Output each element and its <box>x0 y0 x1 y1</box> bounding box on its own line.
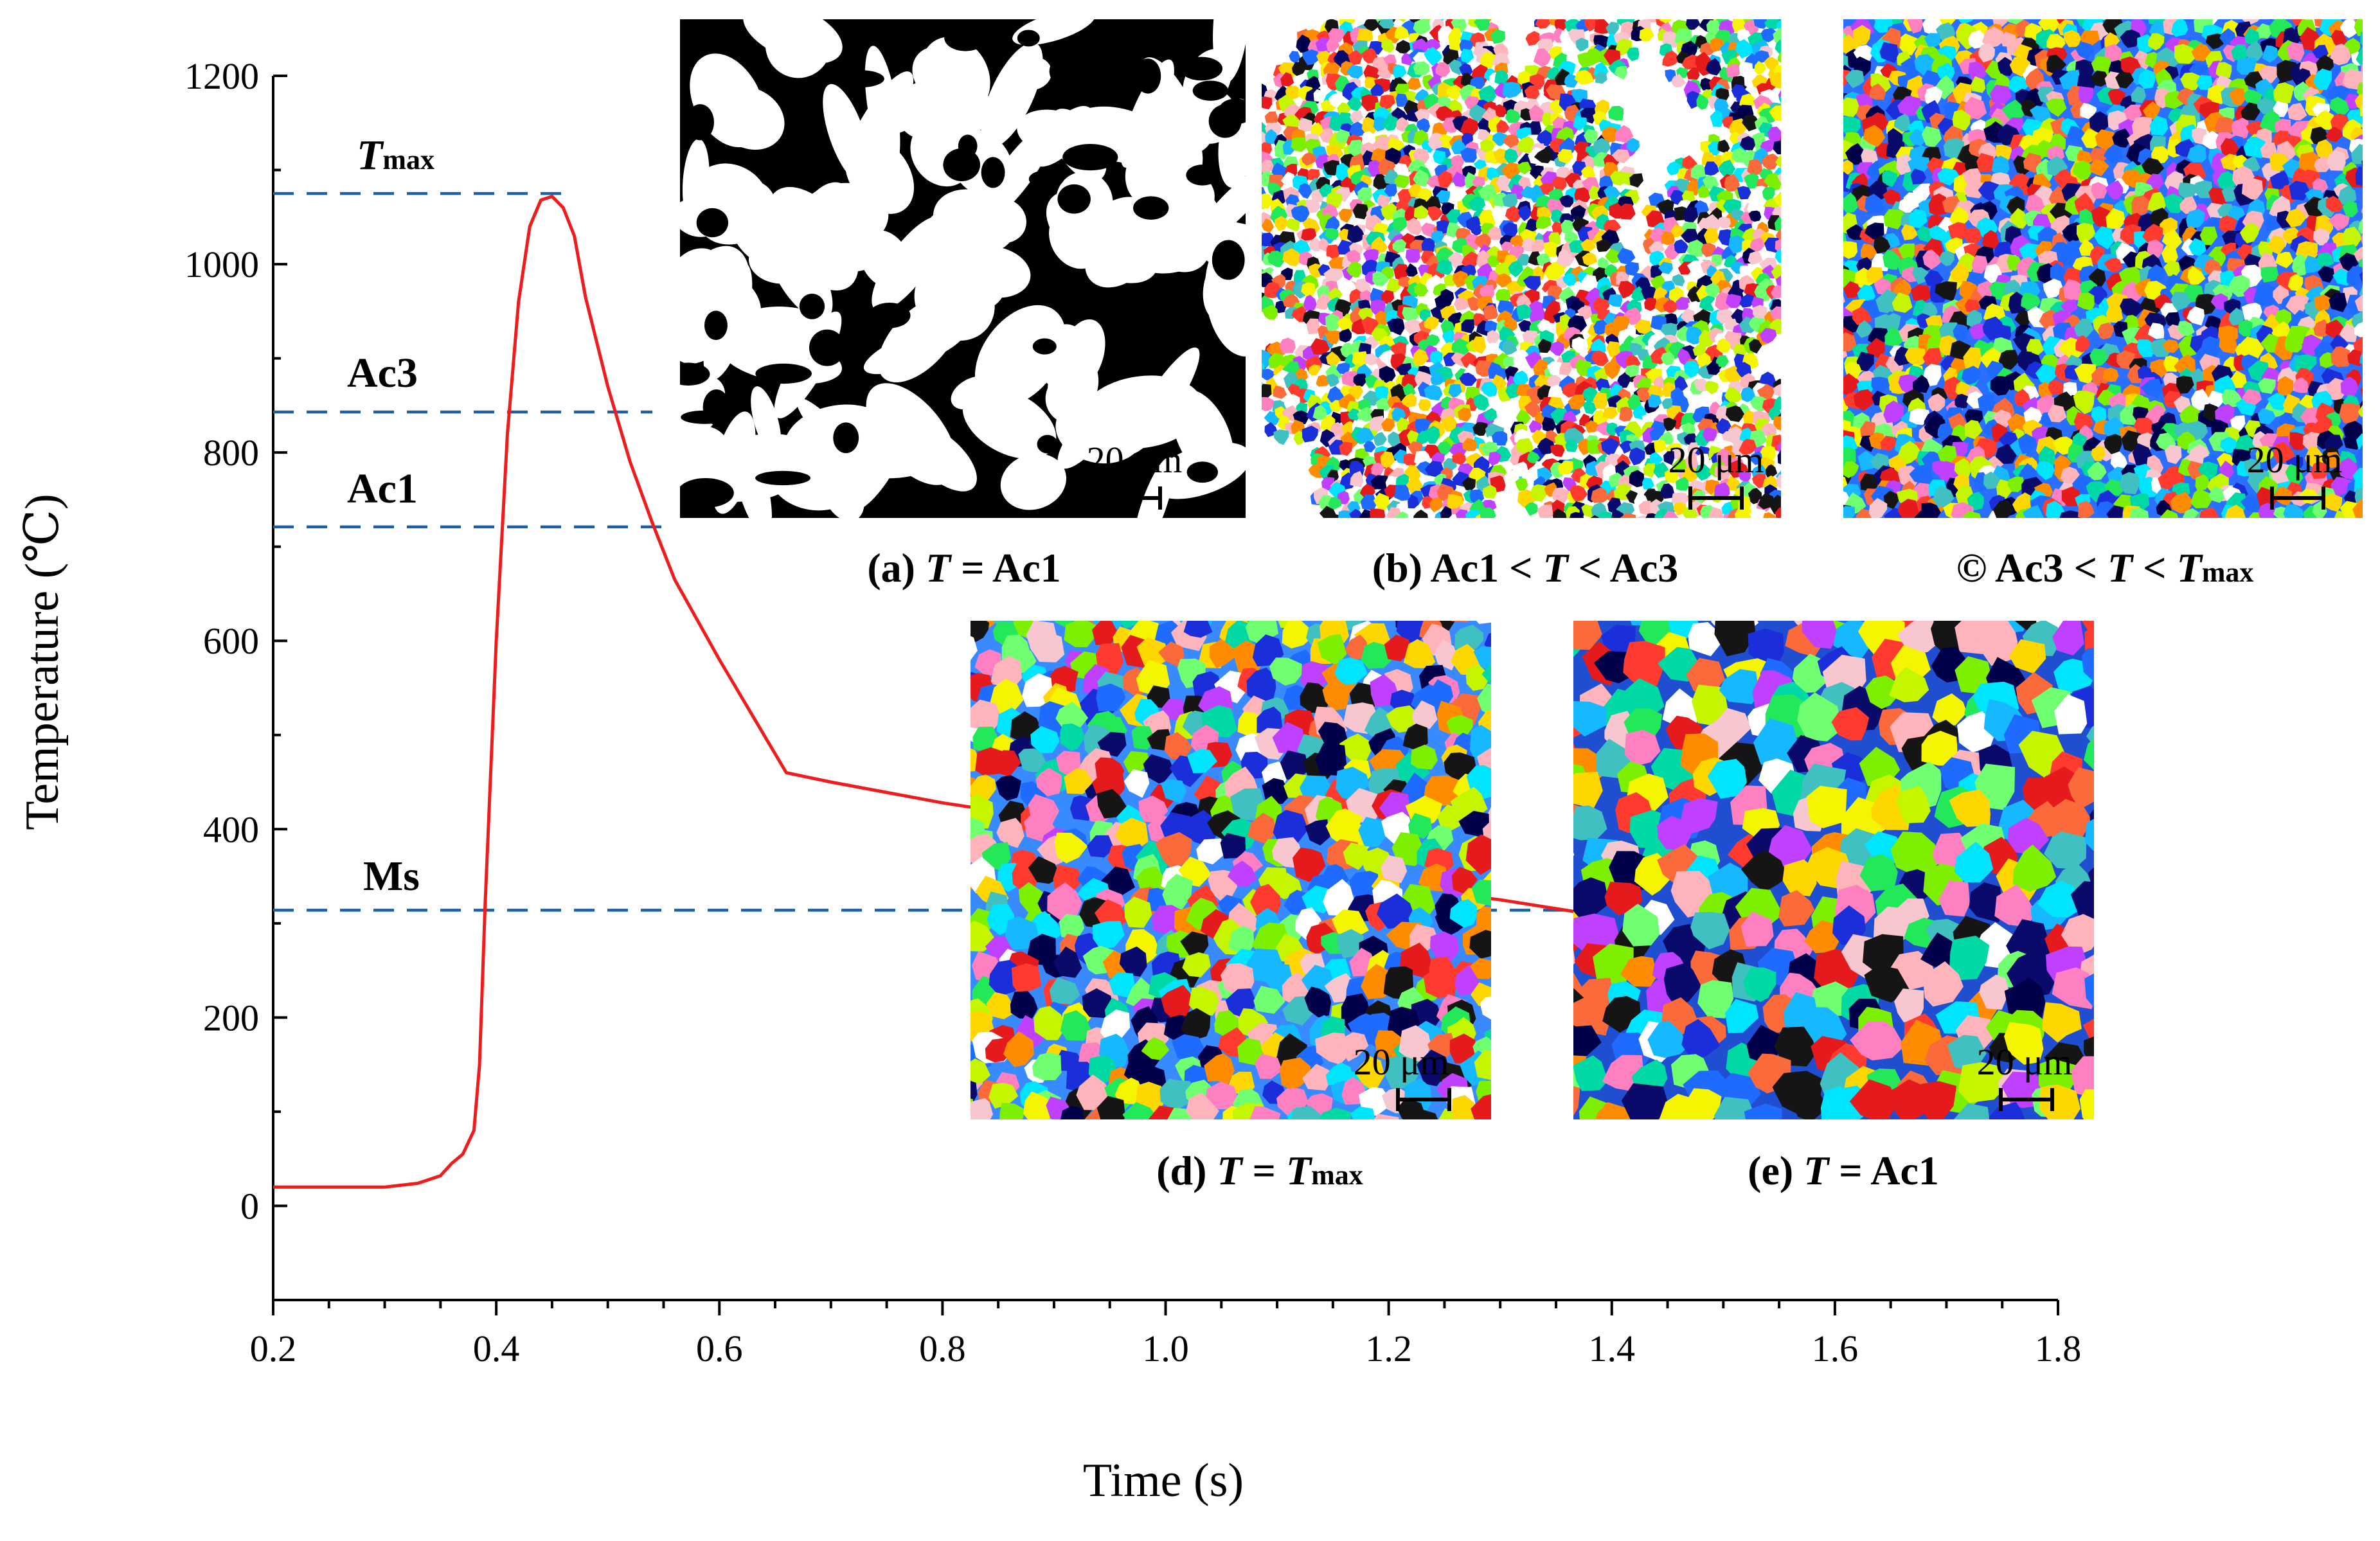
scale-bar-d: 20 μm <box>1354 1041 1451 1111</box>
scale-bar-a: 20 μm <box>1087 439 1183 510</box>
x-tick-label: 1.4 <box>1589 1328 1636 1369</box>
scale-bar-b: 20 μm <box>1669 439 1764 510</box>
x-tick-label: 0.4 <box>473 1328 520 1369</box>
inset-b-microstructure <box>1262 19 1781 518</box>
y-tick-label: 800 <box>203 432 259 474</box>
reference-lines <box>273 192 1590 912</box>
ms-label: Ms <box>363 853 420 900</box>
tmax-label: Tmax <box>357 132 434 179</box>
y-tick-label: 400 <box>203 808 259 850</box>
scale-bar-c: 20 μm <box>2247 439 2343 510</box>
x-tick-label: 1.0 <box>1142 1328 1189 1369</box>
inset-a-microstructure <box>680 19 1246 518</box>
x-tick-label: 1.6 <box>1812 1328 1859 1369</box>
x-ticks: 0.2 0.4 0.6 0.8 1.0 1.2 1.4 1.6 1.8 <box>250 1300 2082 1369</box>
inset-c-microstructure <box>1843 19 2363 518</box>
y-axis-title: Temperature (℃) <box>16 494 69 830</box>
x-axis-title: Time (s) <box>1083 1454 1244 1507</box>
ac1-label: Ac1 <box>347 465 418 512</box>
y-tick-label: 1000 <box>184 244 259 285</box>
caption-d: (d) T = Tmax <box>1156 1148 1363 1193</box>
ac3-label: Ac3 <box>347 350 418 396</box>
scale-bar-d-text: 20 μm <box>1354 1041 1449 1083</box>
x-tick-label: 0.8 <box>919 1328 966 1369</box>
y-tick-label: 0 <box>240 1185 259 1227</box>
caption-b: (b) Ac1 < T < Ac3 <box>1372 545 1678 591</box>
scale-bar-a-text: 20 μm <box>1087 439 1183 481</box>
y-tick-label: 600 <box>203 620 259 662</box>
scale-bar-e-text: 20 μm <box>1977 1041 2073 1083</box>
x-tick-label: 0.6 <box>696 1328 743 1369</box>
x-tick-label: 0.2 <box>250 1328 297 1369</box>
inset-d-microstructure <box>971 621 1491 1119</box>
tmax-label-main: T <box>357 132 384 179</box>
scale-bar-b-text: 20 μm <box>1669 439 1764 481</box>
tmax-label-sub: max <box>382 144 434 175</box>
caption-c: © Ac3 < T < Tmax <box>1956 545 2254 591</box>
y-tick-label: 1200 <box>184 55 259 97</box>
inset-e-microstructure <box>1573 621 2094 1119</box>
x-tick-label: 1.8 <box>2035 1328 2082 1369</box>
y-ticks: 0 200 400 600 800 1000 1200 <box>184 55 287 1301</box>
scale-bar-e: 20 μm <box>1977 1041 2073 1111</box>
x-tick-label: 1.2 <box>1365 1328 1412 1369</box>
caption-e: (e) T = Ac1 <box>1748 1148 1939 1193</box>
scale-bar-c-text: 20 μm <box>2247 439 2343 481</box>
y-tick-label: 200 <box>203 997 259 1038</box>
caption-a: (a) T = Ac1 <box>867 545 1060 591</box>
